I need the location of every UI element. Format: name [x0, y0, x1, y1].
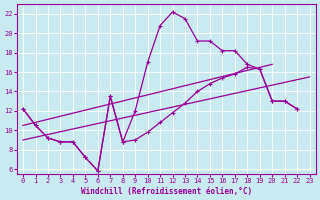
X-axis label: Windchill (Refroidissement éolien,°C): Windchill (Refroidissement éolien,°C) — [81, 187, 252, 196]
